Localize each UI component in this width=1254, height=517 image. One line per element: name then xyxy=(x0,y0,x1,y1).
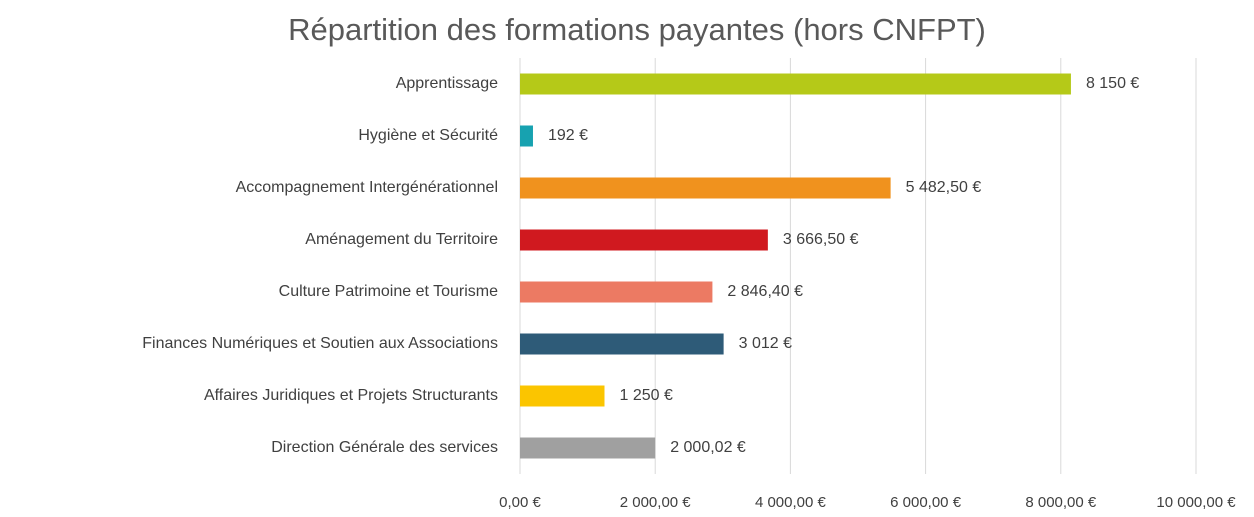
bar xyxy=(520,73,1071,95)
bar xyxy=(520,437,656,459)
bar xyxy=(520,125,533,147)
bar xyxy=(520,333,724,355)
value-label: 5 482,50 € xyxy=(906,179,982,196)
x-tick-label: 10 000,00 € xyxy=(1156,494,1236,511)
y-tick-label: Affaires Juridiques et Projets Structura… xyxy=(204,387,498,404)
y-tick-label: Aménagement du Territoire xyxy=(305,231,498,248)
value-label: 2 000,02 € xyxy=(670,439,746,456)
y-tick-label: Accompagnement Intergénérationnel xyxy=(236,179,498,196)
y-tick-label: Finances Numériques et Soutien aux Assoc… xyxy=(142,335,498,352)
bar xyxy=(520,177,891,199)
value-label: 1 250 € xyxy=(620,387,673,404)
x-tick-label: 2 000,00 € xyxy=(620,494,692,511)
y-tick-label: Culture Patrimoine et Tourisme xyxy=(279,283,498,300)
value-label: 3 012 € xyxy=(739,335,792,352)
chart-title: Répartition des formations payantes (hor… xyxy=(288,12,986,47)
value-label: 192 € xyxy=(548,127,588,144)
y-tick-label: Apprentissage xyxy=(396,75,498,92)
x-tick-label: 0,00 € xyxy=(499,494,541,511)
x-tick-label: 4 000,00 € xyxy=(755,494,827,511)
value-label: 3 666,50 € xyxy=(783,231,859,248)
x-tick-label: 8 000,00 € xyxy=(1025,494,1097,511)
y-tick-label: Direction Générale des services xyxy=(271,439,498,456)
bar xyxy=(520,229,768,251)
value-label: 8 150 € xyxy=(1086,75,1139,92)
value-label: 2 846,40 € xyxy=(727,283,803,300)
bar xyxy=(520,385,605,407)
y-tick-label: Hygiène et Sécurité xyxy=(358,127,498,144)
x-tick-label: 6 000,00 € xyxy=(890,494,962,511)
bar xyxy=(520,281,713,303)
